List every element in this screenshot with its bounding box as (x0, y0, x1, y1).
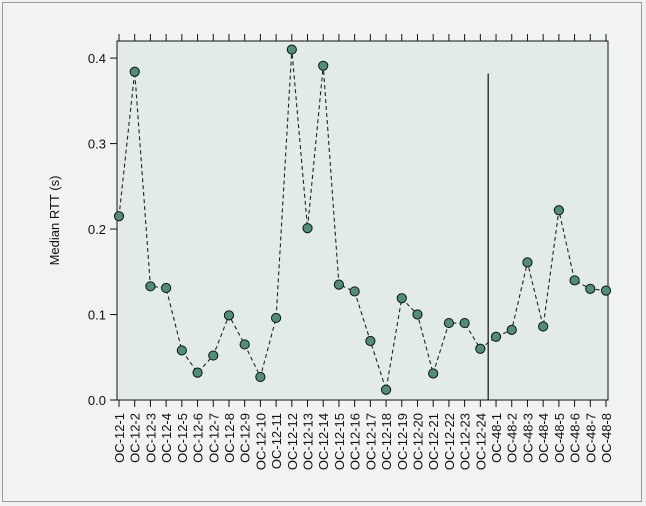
data-point-OC-12-1 (113, 211, 125, 222)
x-tick-label-OC-12-7: OC-12-7 (206, 413, 221, 463)
data-point-OC-12-7 (208, 350, 219, 361)
data-point-OC-12-6 (192, 367, 203, 378)
x-tick-label-OC-12-4: OC-12-4 (159, 413, 174, 463)
data-point-OC-48-2 (506, 324, 517, 336)
x-tick-label-OC-12-19: OC-12-19 (395, 413, 410, 470)
data-point-OC-12-5 (176, 345, 187, 356)
data-point-OC-12-8 (223, 310, 235, 321)
bottom-axis-ticks (118, 400, 607, 407)
x-tick-label-OC-12-18: OC-12-18 (379, 413, 394, 470)
x-tick-label-OC-48-2: OC-48-2 (505, 413, 520, 463)
x-tick-label-OC-48-7: OC-48-7 (583, 413, 598, 463)
y-tick-label-0.0: 0.0 (88, 393, 106, 408)
x-tick-label-OC-12-10: OC-12-10 (253, 413, 268, 470)
data-point-OC-12-15 (333, 279, 345, 290)
x-axis-tick-labels: OC-12-1 OC-12-2 OC-12-3 OC-12-4 OC-12-5 OC-12… (112, 413, 614, 470)
x-tick-label-OC-12-3: OC-12-3 (143, 413, 158, 463)
y-tick-label-0.1: 0.1 (88, 308, 106, 323)
data-point-OC-12-10 (255, 371, 266, 383)
top-axis-ticks (118, 34, 607, 41)
y-axis: 0.0 0.1 0.2 0.3 0.4 (88, 51, 117, 408)
data-point-OC-12-16 (349, 286, 360, 297)
x-tick-label-OC-12-12: OC-12-12 (285, 413, 300, 470)
data-point-OC-12-11 (270, 312, 282, 324)
data-point-OC-12-14 (318, 60, 329, 71)
x-tick-label-OC-48-1: OC-48-1 (489, 413, 504, 463)
data-point-OC-12-19 (396, 293, 407, 304)
data-point-OC-12-18 (380, 384, 392, 395)
data-point-OC-12-23 (459, 317, 470, 329)
y-tick-label-0.4: 0.4 (88, 51, 106, 66)
x-tick-label-OC-12-17: OC-12-17 (363, 413, 378, 470)
x-tick-label-OC-12-1: OC-12-1 (112, 413, 127, 463)
data-point-OC-12-13 (302, 223, 313, 234)
data-point-OC-12-21 (428, 368, 439, 379)
y-tick-label-0.2: 0.2 (88, 222, 106, 237)
x-tick-label-OC-12-15: OC-12-15 (332, 413, 347, 470)
data-point-OC-48-1 (490, 331, 502, 342)
x-tick-label-OC-12-24: OC-12-24 (473, 413, 488, 470)
data-point-OC-48-5 (553, 205, 564, 216)
data-point-OC-12-3 (145, 281, 156, 292)
x-tick-label-OC-12-13: OC-12-13 (301, 413, 316, 470)
data-point-OC-12-24 (475, 343, 486, 354)
x-tick-label-OC-12-9: OC-12-9 (238, 413, 253, 463)
data-point-OC-48-7 (585, 283, 596, 294)
x-tick-label-OC-12-8: OC-12-8 (222, 413, 237, 463)
chart-frame: 0.0 0.1 0.2 0.3 0.4 OC-12-1 OC-12-2 OC-12-3 OC-… (2, 2, 642, 502)
data-point-OC-48-3 (522, 257, 533, 268)
data-point-OC-12-22 (443, 317, 455, 329)
x-tick-label-OC-12-23: OC-12-23 (458, 413, 473, 470)
x-tick-label-OC-12-16: OC-12-16 (348, 413, 363, 470)
x-tick-label-OC-12-21: OC-12-21 (426, 413, 441, 470)
line-chart: 0.00.10.20.30.4 OC-12-1 OC-12-2 OC-12-3 OC-… (47, 34, 614, 470)
x-tick-label-OC-12-11: OC-12-11 (269, 413, 284, 469)
data-point-OC-48-6 (569, 275, 580, 286)
x-tick-label-OC-12-2: OC-12-2 (128, 413, 143, 463)
data-point-OC-12-17 (365, 335, 376, 347)
data-point-OC-12-9 (239, 339, 250, 350)
y-tick-label-0.3: 0.3 (88, 137, 106, 152)
data-points (113, 44, 612, 395)
x-tick-label-OC-48-4: OC-48-4 (536, 413, 551, 463)
x-tick-label-OC-48-5: OC-48-5 (552, 413, 567, 463)
x-tick-label-OC-12-20: OC-12-20 (410, 413, 425, 470)
data-point-OC-12-20 (412, 309, 423, 320)
data-point-OC-48-8 (600, 285, 612, 296)
plot-area (116, 40, 609, 401)
x-tick-label-OC-12-14: OC-12-14 (316, 413, 331, 470)
x-tick-label-OC-12-6: OC-12-6 (191, 413, 206, 463)
x-tick-label-OC-12-5: OC-12-5 (175, 413, 190, 463)
x-tick-label-OC-48-8: OC-48-8 (599, 413, 614, 463)
data-point-OC-12-2 (129, 66, 140, 77)
data-point-OC-12-12 (286, 44, 297, 55)
y-axis-title: Median RTT (s) (47, 176, 62, 266)
x-tick-label-OC-48-3: OC-48-3 (520, 413, 535, 463)
x-tick-label-OC-48-6: OC-48-6 (568, 413, 583, 463)
x-tick-label-OC-12-22: OC-12-22 (442, 413, 457, 470)
data-point-OC-12-4 (161, 282, 172, 294)
data-point-OC-48-4 (538, 321, 549, 332)
